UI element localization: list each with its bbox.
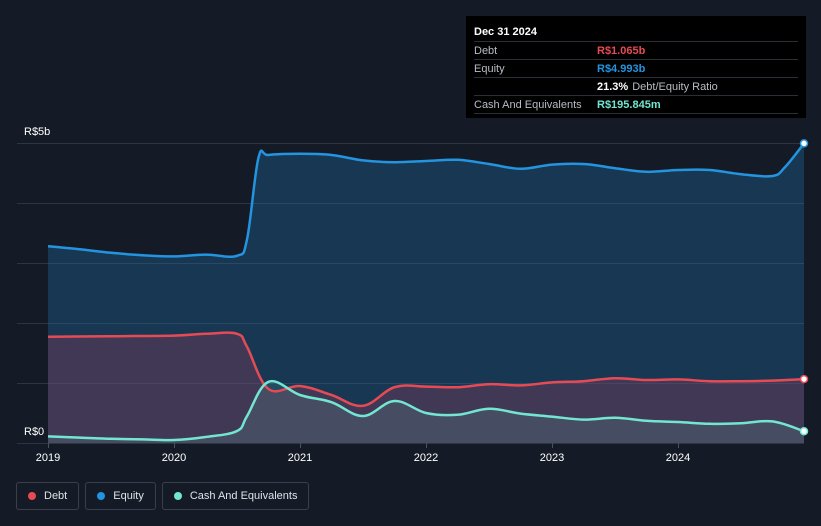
y-tick-label-0: R$5b — [24, 126, 50, 138]
series-areas — [48, 143, 804, 443]
equity-line — [47, 142, 805, 259]
tooltip-cash-label: Cash And Equivalents — [474, 98, 582, 111]
chart-legend: Debt Equity Cash And Equivalents — [16, 482, 310, 510]
debt-line — [47, 331, 805, 408]
legend-item-cash[interactable]: Cash And Equivalents — [161, 482, 310, 510]
debt-dot-icon — [28, 492, 36, 500]
tooltip-date: Dec 31 2024 — [474, 26, 537, 38]
x-tick-label-2022: 2022 — [414, 452, 438, 464]
y-tick-label-1: R$0 — [24, 426, 44, 438]
cash-and-equivalents-line — [47, 379, 805, 442]
legend-label-cash: Cash And Equivalents — [189, 490, 298, 502]
grid-lines — [17, 143, 804, 444]
tooltip-ratio-value: 21.3% — [597, 80, 629, 93]
equity-dot-icon — [97, 492, 106, 500]
cash-and-equivalents-end-marker — [799, 426, 809, 436]
x-tick-label-2023: 2023 — [540, 452, 564, 464]
tooltip-panel: Dec 31 2024 Debt R$1.065b Equity R$4.993… — [466, 16, 806, 118]
x-tick-label-2020: 2020 — [162, 452, 186, 464]
tooltip-debt-value: R$1.065b — [597, 44, 646, 57]
tooltip-ratio-caption: Debt/Equity Ratio — [632, 80, 718, 93]
tooltip-row-cash: Cash And Equivalents R$195.845m — [474, 95, 798, 114]
series-lines — [47, 142, 805, 442]
end-markers — [799, 139, 809, 436]
equity-end-marker — [799, 139, 809, 148]
axis-labels: R$5b R$0 2019 2020 2021 2022 2023 2024 — [24, 126, 690, 464]
legend-item-debt[interactable]: Debt — [16, 482, 80, 510]
tooltip-row-equity: Equity R$4.993b — [474, 59, 798, 77]
tooltip-row-debt: Debt R$1.065b — [474, 41, 798, 59]
tooltip-cash-value: R$195.845m — [597, 98, 661, 111]
tooltip-debt-label: Debt — [474, 44, 498, 57]
x-tick-label-2019: 2019 — [36, 452, 60, 464]
debt-end-marker — [799, 374, 809, 384]
tooltip-equity-value: R$4.993b — [597, 62, 646, 75]
legend-item-equity[interactable]: Equity — [85, 482, 156, 510]
x-tick-label-2021: 2021 — [288, 452, 312, 464]
cash-and-equivalents-area — [48, 381, 804, 443]
tooltip-row-ratio: 21.3% Debt/Equity Ratio — [474, 77, 798, 95]
equity-area — [48, 143, 804, 443]
legend-label-equity: Equity — [113, 490, 144, 502]
cash-dot-icon — [173, 492, 182, 500]
legend-label-debt: Debt — [44, 490, 68, 502]
x-tick-label-2024: 2024 — [666, 452, 690, 464]
tooltip-equity-label: Equity — [474, 62, 505, 75]
